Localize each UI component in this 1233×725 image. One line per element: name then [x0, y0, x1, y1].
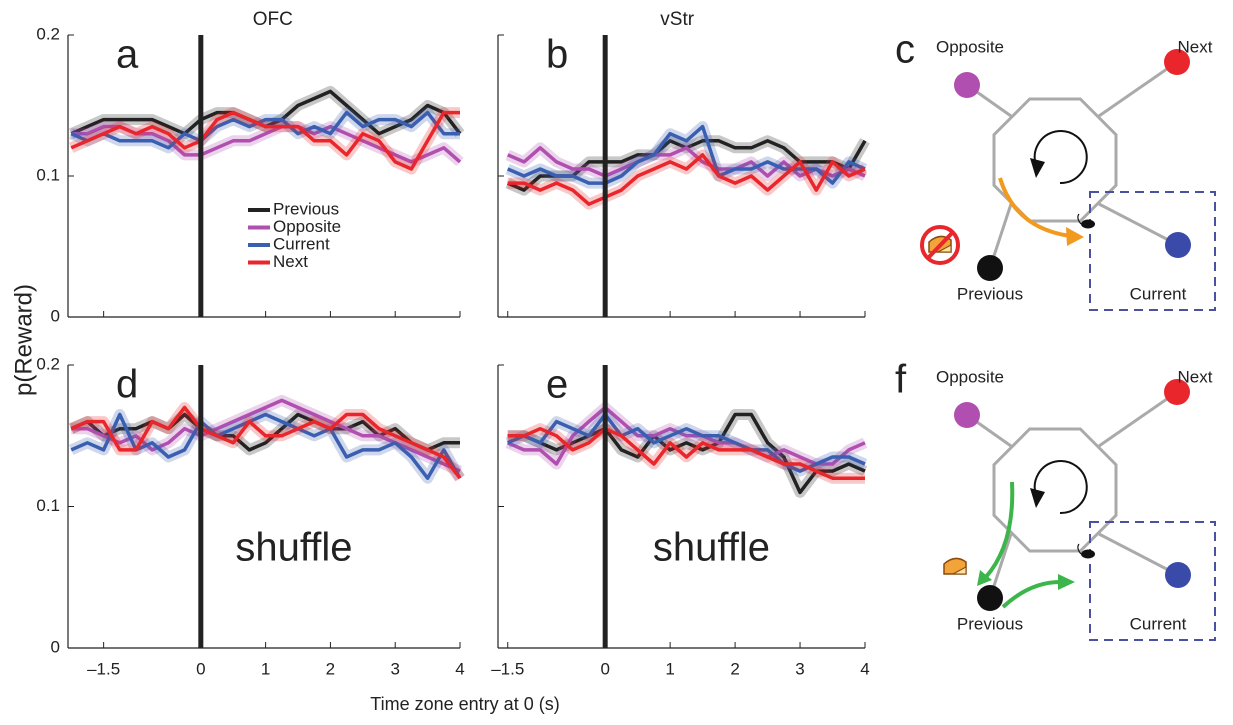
panel-title: OFC: [253, 9, 293, 30]
x-tick-label: 2: [326, 659, 335, 678]
x-tick-label: 4: [860, 659, 869, 678]
feeder-label: Opposite: [936, 367, 1004, 386]
maze-arm: [1098, 202, 1179, 247]
panel-letter: b: [546, 33, 568, 77]
x-tick-label: 2: [730, 659, 739, 678]
run-head: [1058, 574, 1075, 590]
y-tick-label: 0.2: [36, 354, 60, 373]
run-arrow: [998, 177, 1071, 238]
feeder: [1164, 49, 1190, 75]
direction-arrow: [1033, 130, 1088, 185]
y-tick-label: 0.1: [36, 165, 60, 184]
feeder-label: Next: [1178, 37, 1213, 56]
x-tick-label: 0: [600, 659, 609, 678]
legend-label: Next: [273, 252, 308, 271]
panel-title: vStr: [660, 9, 694, 30]
x-axis-label: Time zone entry at 0 (s): [370, 694, 559, 714]
run-arrow: [1001, 580, 1061, 609]
feeder: [954, 72, 980, 98]
maze-track: [992, 97, 1118, 223]
mouse-tail: [1077, 213, 1082, 225]
feeder: [1164, 379, 1190, 405]
mouse: [1081, 549, 1095, 559]
series-line: [70, 110, 460, 171]
y-tick-label: 0: [51, 306, 60, 325]
run-head: [1066, 227, 1084, 246]
no-reward-slash: [926, 230, 955, 260]
x-tick-label: –1.5: [87, 659, 120, 678]
x-tick-label: 3: [795, 659, 804, 678]
feeder-label: Previous: [957, 614, 1023, 633]
panel-letter: d: [116, 363, 138, 407]
x-tick-label: 3: [390, 659, 399, 678]
legend-label: Opposite: [273, 217, 341, 236]
maze-track: [992, 427, 1118, 553]
x-tick-label: 1: [665, 659, 674, 678]
maze-arm: [1098, 532, 1179, 577]
y-tick-label: 0.2: [36, 24, 60, 43]
direction-head: [1030, 488, 1045, 508]
series-line: [507, 153, 866, 206]
feeder-label: Current: [1130, 284, 1187, 303]
run-head: [977, 570, 992, 586]
current-zone: [1089, 191, 1216, 311]
feeder: [1165, 562, 1191, 588]
feeder-label: Previous: [957, 284, 1023, 303]
panel-letter: c: [895, 28, 915, 72]
maze-arm: [1098, 60, 1178, 118]
feeder: [954, 402, 980, 428]
mouse-tail: [1077, 543, 1082, 555]
current-zone: [1089, 521, 1216, 641]
panel-letter: f: [895, 358, 907, 402]
x-tick-label: –1.5: [491, 659, 524, 678]
no-reward: [920, 225, 960, 265]
annotation: shuffle: [235, 526, 352, 570]
feeder-label: Opposite: [936, 37, 1004, 56]
legend-label: Current: [273, 234, 330, 253]
x-tick-label: 0: [196, 659, 205, 678]
direction-arrow: [1033, 460, 1088, 515]
y-tick-label: 0.1: [36, 496, 60, 515]
run-arrow: [983, 481, 1015, 580]
direction-head: [1030, 158, 1045, 178]
cheese-slice: [952, 566, 967, 575]
y-tick-label: 0: [51, 637, 60, 656]
panel-letter: a: [116, 33, 139, 77]
maze-diagram: c Opposite Next Previous Current: [895, 28, 1216, 311]
feeder: [1165, 232, 1191, 258]
feeder-label: Current: [1130, 614, 1187, 633]
maze-arm: [1098, 390, 1178, 448]
y-axis-label: p(Reward): [10, 284, 37, 396]
x-tick-label: 4: [455, 659, 464, 678]
maze-diagram: f Opposite Next Previous Current: [895, 358, 1216, 641]
series-line: [507, 412, 866, 473]
legend-label: Previous: [273, 199, 339, 218]
feeder: [977, 585, 1003, 611]
panel-letter: e: [546, 363, 568, 407]
feeder-label: Next: [1178, 367, 1213, 386]
series-line: [70, 412, 460, 452]
x-tick-label: 1: [261, 659, 270, 678]
mouse: [1081, 219, 1095, 229]
feeder: [977, 255, 1003, 281]
annotation: shuffle: [653, 526, 770, 570]
series-line: [507, 426, 865, 480]
cheese-slice: [937, 244, 952, 253]
series-line: [70, 110, 460, 150]
series-line: [70, 405, 462, 480]
